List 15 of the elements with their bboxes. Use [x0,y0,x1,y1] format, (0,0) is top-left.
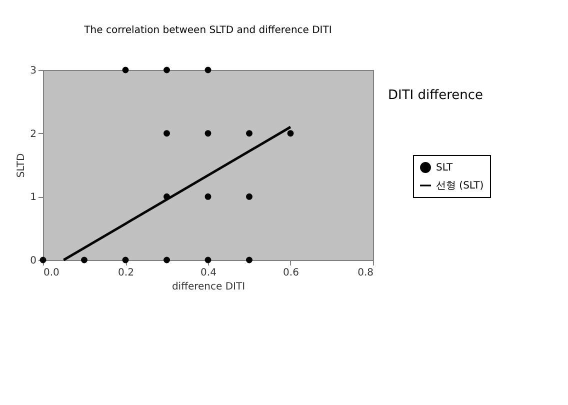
x-tick-label: 0.8 [358,268,374,278]
x-tick-label: 0.4 [200,268,216,278]
y-axis-title: SLTD [16,153,28,178]
x-tick-label: 0.2 [118,268,134,278]
y-tick-label: 0 [30,256,36,266]
x-tick-label: 0.6 [283,268,299,278]
legend-label: SLT [436,162,454,174]
x-tick-label: 0.0 [44,268,60,278]
y-tick-label: 2 [30,128,36,140]
text: DITI difference [388,88,484,103]
chart-title: The correlation between SLTD and difference DITI [83,25,332,36]
y-tick-label: 3 [30,66,36,76]
x-axis-title: difference DITI [172,282,246,292]
y-tick-label: 1 [30,192,36,204]
legend-label: 선형 (SLT) [436,180,484,192]
